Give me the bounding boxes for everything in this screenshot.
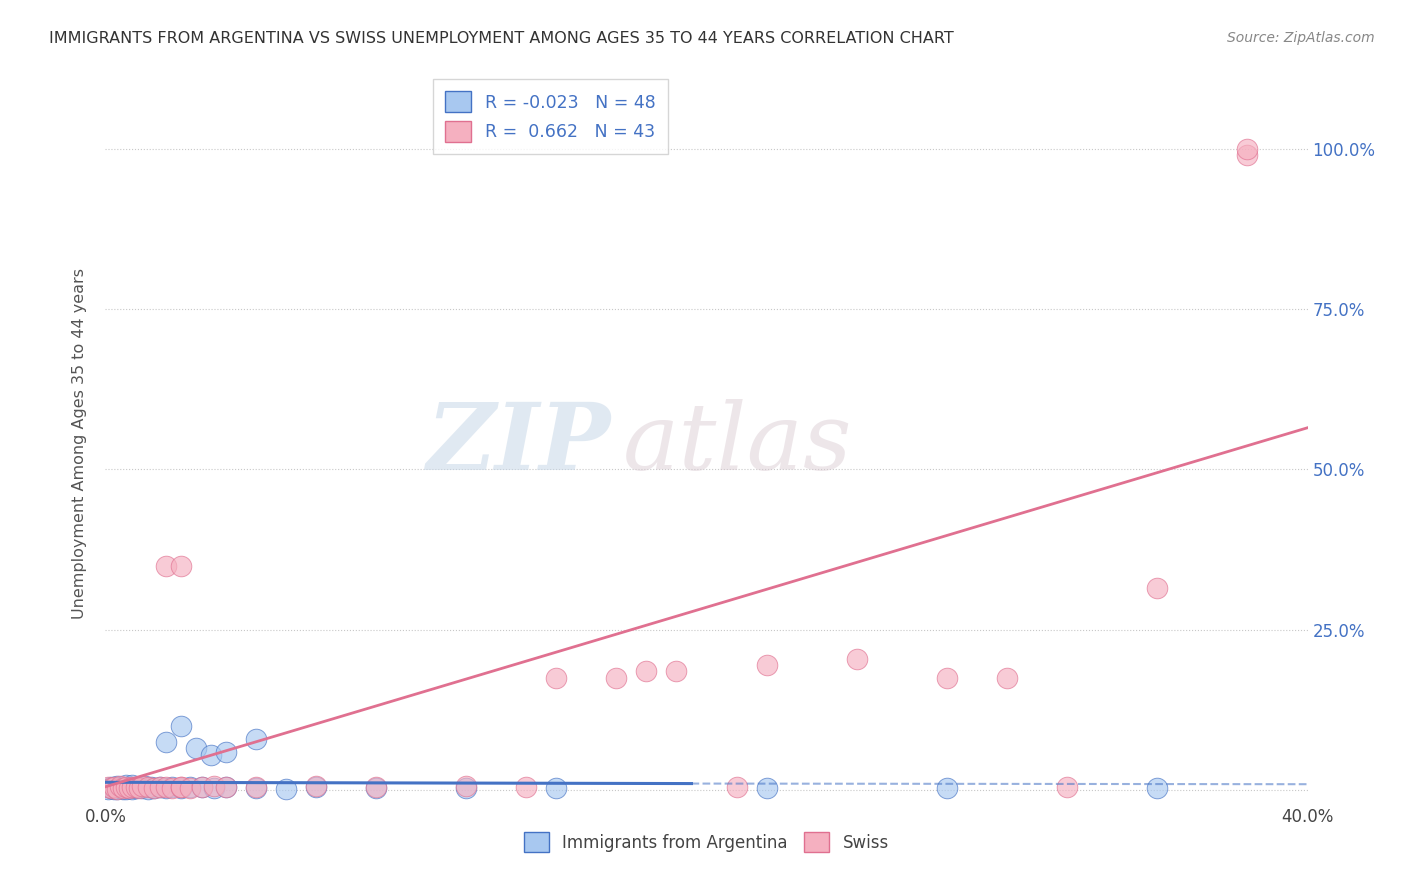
Point [169, 780, 191, 795]
Point [97, 780, 120, 795]
Point [169, 719, 191, 733]
Point [936, 671, 959, 685]
Point [202, 780, 225, 795]
Point [546, 780, 568, 795]
Point [115, 781, 138, 796]
Point [755, 780, 778, 795]
Point [110, 780, 132, 795]
Point [118, 780, 141, 794]
Point [245, 780, 267, 794]
Point [128, 780, 150, 795]
Point [214, 780, 236, 795]
Point [665, 665, 688, 679]
Point [202, 779, 225, 793]
Point [107, 779, 129, 793]
Point [155, 558, 177, 573]
Point [155, 780, 177, 795]
Point [112, 782, 135, 797]
Text: ZIP: ZIP [426, 399, 610, 489]
Point [124, 780, 146, 795]
Point [155, 780, 177, 795]
Point [845, 651, 868, 665]
Point [139, 780, 162, 795]
Point [605, 671, 627, 685]
Point [118, 780, 141, 795]
Point [142, 780, 165, 795]
Point [169, 780, 191, 795]
Point [1236, 142, 1258, 156]
Point [1146, 581, 1168, 595]
Legend: Immigrants from Argentina, Swiss: Immigrants from Argentina, Swiss [517, 825, 896, 859]
Point [107, 781, 129, 796]
Point [160, 780, 183, 795]
Point [364, 780, 387, 795]
Point [995, 671, 1018, 685]
Point [169, 780, 191, 794]
Point [148, 780, 170, 794]
Point [103, 780, 125, 794]
Point [136, 780, 159, 795]
Point [214, 780, 236, 795]
Point [110, 779, 132, 793]
Point [755, 657, 778, 672]
Point [725, 780, 748, 794]
Point [103, 780, 125, 795]
Point [118, 780, 141, 795]
Point [190, 780, 212, 794]
Point [1056, 780, 1078, 794]
Point [124, 780, 146, 795]
Point [184, 741, 207, 756]
Point [1236, 148, 1258, 162]
Point [115, 778, 138, 792]
Point [636, 665, 658, 679]
Point [179, 780, 201, 794]
Point [274, 781, 297, 796]
Point [115, 780, 138, 795]
Point [136, 781, 159, 796]
Point [179, 780, 201, 795]
Point [112, 780, 135, 795]
Point [148, 780, 170, 794]
Point [110, 780, 132, 794]
Point [128, 780, 150, 795]
Point [100, 780, 122, 795]
Point [546, 671, 568, 685]
Point [456, 779, 478, 793]
Point [100, 780, 122, 794]
Text: Source: ZipAtlas.com: Source: ZipAtlas.com [1227, 31, 1375, 45]
Point [103, 782, 125, 797]
Point [121, 781, 143, 796]
Point [107, 781, 129, 796]
Point [190, 780, 212, 795]
Point [160, 780, 183, 795]
Point [100, 780, 122, 795]
Point [169, 558, 191, 573]
Point [97, 781, 120, 796]
Point [131, 779, 153, 793]
Point [121, 779, 143, 793]
Y-axis label: Unemployment Among Ages 35 to 44 years: Unemployment Among Ages 35 to 44 years [72, 268, 87, 619]
Point [214, 744, 236, 758]
Point [245, 731, 267, 746]
Point [245, 780, 267, 795]
Point [456, 780, 478, 795]
Point [142, 780, 165, 795]
Point [1146, 780, 1168, 795]
Point [121, 780, 143, 794]
Point [364, 780, 387, 794]
Point [515, 780, 537, 794]
Point [134, 779, 156, 793]
Text: IMMIGRANTS FROM ARGENTINA VS SWISS UNEMPLOYMENT AMONG AGES 35 TO 44 YEARS CORREL: IMMIGRANTS FROM ARGENTINA VS SWISS UNEMP… [49, 31, 953, 46]
Point [305, 780, 328, 795]
Point [131, 780, 153, 795]
Point [124, 780, 146, 794]
Point [305, 779, 328, 793]
Text: atlas: atlas [623, 399, 852, 489]
Point [936, 780, 959, 795]
Point [155, 735, 177, 749]
Point [200, 747, 222, 762]
Point [112, 780, 135, 795]
